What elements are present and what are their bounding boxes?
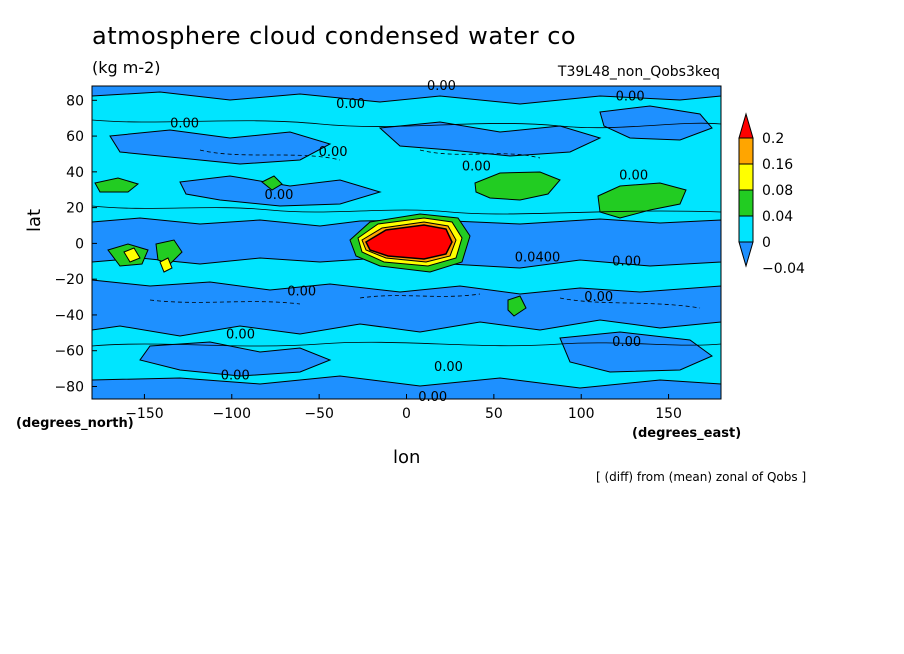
colorbar-label: 0.04 xyxy=(762,209,793,225)
y-tick-label: 80 xyxy=(66,93,84,109)
footnote: [ (diff) from (mean) zonal of Qobs ] xyxy=(596,470,807,484)
contour-label: 0.00 xyxy=(336,97,365,112)
y-tick-label: 60 xyxy=(66,129,84,145)
southern-negative-band xyxy=(92,279,721,337)
contour-label: 0.00 xyxy=(612,335,641,350)
midlat-negative xyxy=(179,175,382,207)
contour-label: 0.00 xyxy=(619,168,648,183)
contour-label: 0.00 xyxy=(287,285,316,300)
south-atlantic-yellow xyxy=(159,257,173,273)
x-axis-label: lon xyxy=(393,447,421,468)
y-unit-label: (degrees_north) xyxy=(16,416,134,431)
antarctic-negative xyxy=(92,375,721,399)
y-tick-label: 40 xyxy=(66,165,84,181)
central-asia-positive xyxy=(474,171,561,201)
contour-label: 0.00 xyxy=(221,369,250,384)
northern-negative-1 xyxy=(92,86,721,105)
indian-ocean-positive xyxy=(507,295,527,317)
north-atlantic-positive xyxy=(94,177,140,193)
colorbar-swatch xyxy=(738,163,754,191)
y-tick-label: 20 xyxy=(66,201,84,217)
contour-label: 0.0400 xyxy=(515,251,561,266)
colorbar-label: −0.04 xyxy=(762,261,805,277)
colorbar-swatch xyxy=(738,241,754,268)
run-label: T39L48_non_Qobs3keq xyxy=(557,64,720,80)
contour-label: 0.00 xyxy=(612,254,641,269)
south-atlantic-positive xyxy=(155,239,183,265)
east-asia-positive xyxy=(597,182,687,219)
x-tick-label: −150 xyxy=(125,406,163,422)
colorbar-label: 0.16 xyxy=(762,157,793,173)
contour-label: 0.00 xyxy=(427,79,456,94)
colorbar-swatch xyxy=(738,112,754,139)
contour-label: 0.00 xyxy=(616,90,645,105)
northern-negative-3 xyxy=(378,121,602,157)
south-pacific-negative xyxy=(559,331,713,373)
colorbar-label: 0.2 xyxy=(762,131,784,147)
y-tick-label: 0 xyxy=(75,236,84,252)
northern-negative-4 xyxy=(599,105,713,141)
colorbar-swatch xyxy=(738,189,754,217)
contour-label: 0.00 xyxy=(226,328,255,343)
africa-maximum xyxy=(365,224,453,260)
y-tick-label: −20 xyxy=(54,272,84,288)
colorbar-label: 0.08 xyxy=(762,183,793,199)
northern-negative-2 xyxy=(109,129,332,165)
y-tick-label: −80 xyxy=(54,379,84,395)
contour-label: 0.00 xyxy=(434,360,463,375)
x-tick-label: −100 xyxy=(213,406,251,422)
x-tick-label: 0 xyxy=(402,406,411,422)
x-tick-label: 50 xyxy=(485,406,503,422)
colorbar-swatch xyxy=(738,137,754,165)
x-unit-label: (degrees_east) xyxy=(632,426,742,441)
chart-units: (kg m-2) xyxy=(92,58,161,77)
contour-label: 0.00 xyxy=(418,390,447,405)
y-tick-label: −60 xyxy=(54,344,84,360)
x-tick-label: 100 xyxy=(568,406,595,422)
contour-label: 0.00 xyxy=(170,117,199,132)
chart-title: atmosphere cloud condensed water co xyxy=(92,22,577,50)
south-america-yellow xyxy=(123,247,141,263)
colorbar-label: 0 xyxy=(762,235,771,251)
southern-highlat-negative xyxy=(139,341,332,377)
y-tick-label: −40 xyxy=(54,308,84,324)
colorbar-swatch xyxy=(738,215,754,243)
europe-positive xyxy=(261,175,283,191)
contour-label: 0.00 xyxy=(462,159,491,174)
contour-label: 0.00 xyxy=(584,290,613,305)
x-tick-label: −50 xyxy=(304,406,334,422)
x-tick-label: 150 xyxy=(655,406,682,422)
contour-label: 0.00 xyxy=(319,145,348,160)
y-axis-label: lat xyxy=(24,208,45,232)
contour-label: 0.00 xyxy=(264,188,293,203)
